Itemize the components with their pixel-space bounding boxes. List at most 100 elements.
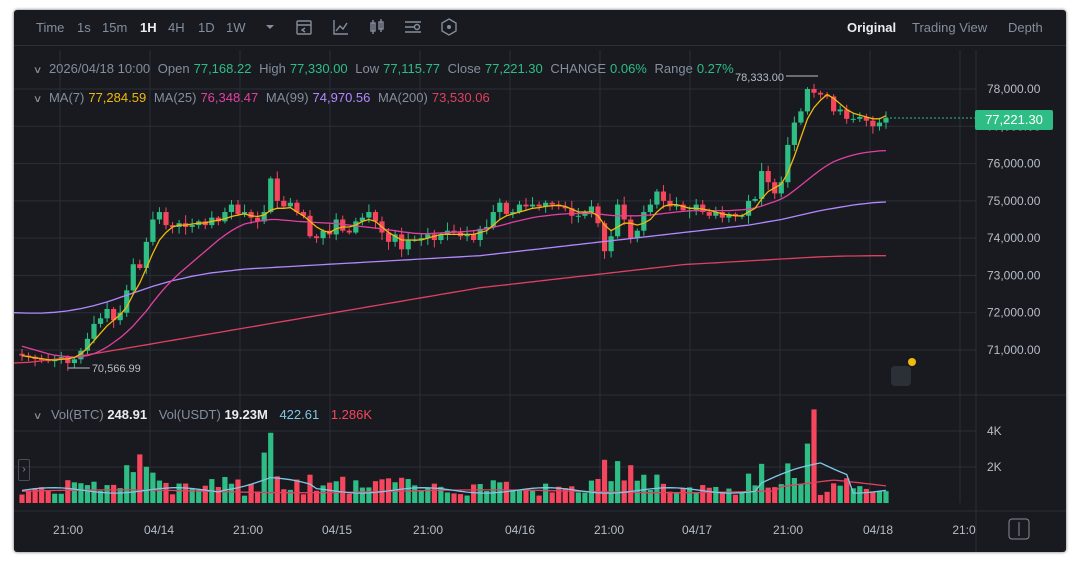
time-tick-label: 21:00 xyxy=(413,523,443,537)
view-tab-trading-view[interactable]: Trading View xyxy=(912,20,988,35)
candle-body xyxy=(268,178,274,213)
timeframe-1d[interactable]: 1D xyxy=(198,20,215,35)
volume-bar xyxy=(831,483,837,503)
candle-body xyxy=(863,116,869,121)
volume-bar xyxy=(484,490,490,503)
ma99-line xyxy=(14,201,887,314)
timeframe-1s[interactable]: 1s xyxy=(77,20,91,35)
chart-settings-icon[interactable] xyxy=(404,18,422,36)
volume-bar xyxy=(615,461,621,503)
indicator-icon[interactable] xyxy=(332,18,350,36)
volume-bar xyxy=(451,493,457,503)
expand-panel-handle[interactable]: › xyxy=(18,459,30,481)
volume-bar xyxy=(444,492,451,503)
timeframe-1h[interactable]: 1H xyxy=(140,20,157,35)
volume-bar xyxy=(25,490,32,503)
template-icon[interactable] xyxy=(440,18,458,36)
price-chart-canvas[interactable]: 71,000.00 72,000.00 73,000.00 74,000.00 75,0… xyxy=(14,10,1066,552)
candle-body xyxy=(883,118,889,123)
volume-bar xyxy=(569,486,575,503)
volume-bar xyxy=(562,488,568,503)
candle-body xyxy=(778,182,784,194)
volume-bar xyxy=(471,484,477,503)
candle-body xyxy=(228,204,235,213)
chart-toolbar: Time 1s 15m 1H 4H 1D 1W Original Trading… xyxy=(14,10,1066,46)
view-tab-depth[interactable]: Depth xyxy=(1008,20,1043,35)
volume-bar xyxy=(202,485,208,503)
candle-body xyxy=(713,212,719,216)
candle-body xyxy=(169,225,176,227)
chevron-down-icon[interactable]: ∨ xyxy=(32,65,43,76)
volume-tick-label: 2K xyxy=(987,460,1002,474)
ma99-label: MA(99) xyxy=(265,90,309,105)
volume-bar xyxy=(45,490,51,503)
volume-bar xyxy=(543,483,549,503)
ma7-value: 77,284.59 xyxy=(88,90,147,105)
vol-usdt-label: Vol(USDT) xyxy=(158,407,221,422)
dropdown-caret-icon[interactable] xyxy=(261,18,279,36)
high-marker-label: 78,333.00 xyxy=(735,72,784,84)
volume-bar xyxy=(687,487,693,503)
ma25-label: MA(25) xyxy=(153,90,197,105)
candle-body xyxy=(510,212,516,214)
calendar-icon[interactable] xyxy=(295,18,313,36)
volume-bar xyxy=(457,494,464,503)
timeframe-time[interactable]: Time xyxy=(36,20,65,35)
timeframe-4h[interactable]: 4H xyxy=(168,20,185,35)
volume-bar xyxy=(248,483,254,503)
candle-body xyxy=(706,212,712,216)
vol-btc-value: 248.91 xyxy=(107,407,148,422)
candle-body xyxy=(503,202,509,214)
volume-bar xyxy=(876,491,883,503)
chevron-down-icon[interactable]: ∨ xyxy=(32,411,43,422)
candle-body xyxy=(791,122,797,145)
candle-body xyxy=(111,308,117,321)
ma25-line xyxy=(21,149,887,358)
high-value: 77,330.00 xyxy=(289,61,348,76)
high-label: High xyxy=(259,61,286,76)
volume-legend: ∨ Vol(BTC) 248.91 Vol(USDT) 19.23M 422.6… xyxy=(32,407,372,422)
volume-bar xyxy=(418,491,424,503)
candle-body xyxy=(392,234,398,242)
volume-bar xyxy=(255,491,261,503)
candle-body xyxy=(130,264,136,291)
candle-body xyxy=(536,204,542,207)
vol-btc-label: Vol(BTC) xyxy=(50,407,104,422)
candle-body xyxy=(471,234,477,241)
chevron-down-icon[interactable]: ∨ xyxy=(32,94,43,105)
candle-body xyxy=(124,290,130,313)
candle-body xyxy=(654,191,660,205)
candle-body xyxy=(543,202,549,207)
candle-body xyxy=(817,92,824,95)
candle-body xyxy=(673,204,680,207)
volume-bar xyxy=(732,494,739,503)
volume-bar xyxy=(713,486,719,503)
view-tab-original[interactable]: Original xyxy=(847,20,897,35)
time-tick-label: 04/16 xyxy=(505,523,535,537)
candle-body xyxy=(667,200,673,207)
candle-type-icon[interactable] xyxy=(368,18,386,36)
volume-bar xyxy=(739,492,745,503)
volume-bar xyxy=(71,482,77,503)
volume-bar xyxy=(176,483,182,503)
volume-bar xyxy=(857,486,863,503)
candle-body xyxy=(595,206,601,224)
ma7-label: MA(7) xyxy=(48,90,85,105)
candle-body xyxy=(569,208,575,216)
ohlc-date: 2026/04/18 10:00 xyxy=(48,61,151,76)
timeframe-1w[interactable]: 1W xyxy=(226,20,246,35)
vol-ma1-value: 422.61 xyxy=(279,407,320,422)
volume-bar xyxy=(791,477,797,503)
volume-bar xyxy=(32,488,38,503)
candle-body xyxy=(490,212,496,227)
candle-body xyxy=(647,204,653,213)
candle-body xyxy=(313,236,320,239)
candle-body xyxy=(189,225,195,227)
candle-body xyxy=(680,204,686,211)
timeframe-15m[interactable]: 15m xyxy=(102,20,128,35)
candle-body xyxy=(340,219,346,231)
candle-body xyxy=(497,202,503,213)
time-tick-label: 04/17 xyxy=(682,523,712,537)
candle-body xyxy=(359,217,365,222)
volume-bar xyxy=(346,493,352,503)
